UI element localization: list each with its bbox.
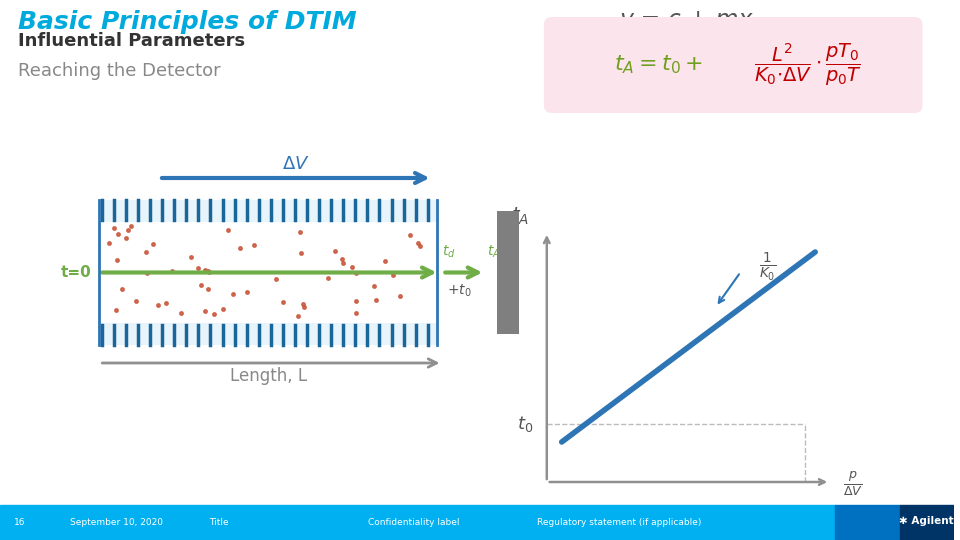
Text: $\dfrac{L^2}{K_0 {\cdot} \Delta V} \cdot \dfrac{p T_0}{p_0 T}$: $\dfrac{L^2}{K_0 {\cdot} \Delta V} \cdot… xyxy=(754,42,862,88)
Text: Reaching the Detector: Reaching the Detector xyxy=(18,62,221,80)
Text: $\frac{1}{K_0}$: $\frac{1}{K_0}$ xyxy=(758,251,776,283)
Bar xyxy=(497,211,519,334)
FancyBboxPatch shape xyxy=(543,17,923,113)
Bar xyxy=(100,200,438,222)
Text: $t_A$: $t_A$ xyxy=(511,206,529,227)
Text: $t_A = t_0 +$: $t_A = t_0 +$ xyxy=(614,53,703,76)
Bar xyxy=(900,505,954,540)
Text: $t_A$: $t_A$ xyxy=(487,244,500,260)
Text: t=0: t=0 xyxy=(60,265,91,280)
Text: $t_0$: $t_0$ xyxy=(516,414,533,434)
Text: Length, L: Length, L xyxy=(229,367,307,385)
Text: September 10, 2020: September 10, 2020 xyxy=(69,518,162,527)
Text: Basic Principles of DTIM: Basic Principles of DTIM xyxy=(18,10,356,34)
Bar xyxy=(100,222,438,323)
Text: $t_d$: $t_d$ xyxy=(443,244,456,260)
Text: $\frac{p}{\Delta V}$: $\frac{p}{\Delta V}$ xyxy=(843,470,863,498)
Bar xyxy=(835,505,900,540)
Text: Regulatory statement (if applicable): Regulatory statement (if applicable) xyxy=(537,518,701,527)
Text: Title: Title xyxy=(208,518,228,527)
Bar xyxy=(100,323,438,345)
Text: $+t_0$: $+t_0$ xyxy=(447,282,472,299)
Text: 16: 16 xyxy=(13,518,25,527)
Text: $\Delta V$: $\Delta V$ xyxy=(282,155,309,173)
Text: Confidentiality label: Confidentiality label xyxy=(368,518,459,527)
Text: Influential Parameters: Influential Parameters xyxy=(18,32,245,50)
Text: y = c + mx: y = c + mx xyxy=(619,8,753,32)
Bar xyxy=(0,505,835,540)
Text: ✱ Agilent: ✱ Agilent xyxy=(900,516,954,525)
